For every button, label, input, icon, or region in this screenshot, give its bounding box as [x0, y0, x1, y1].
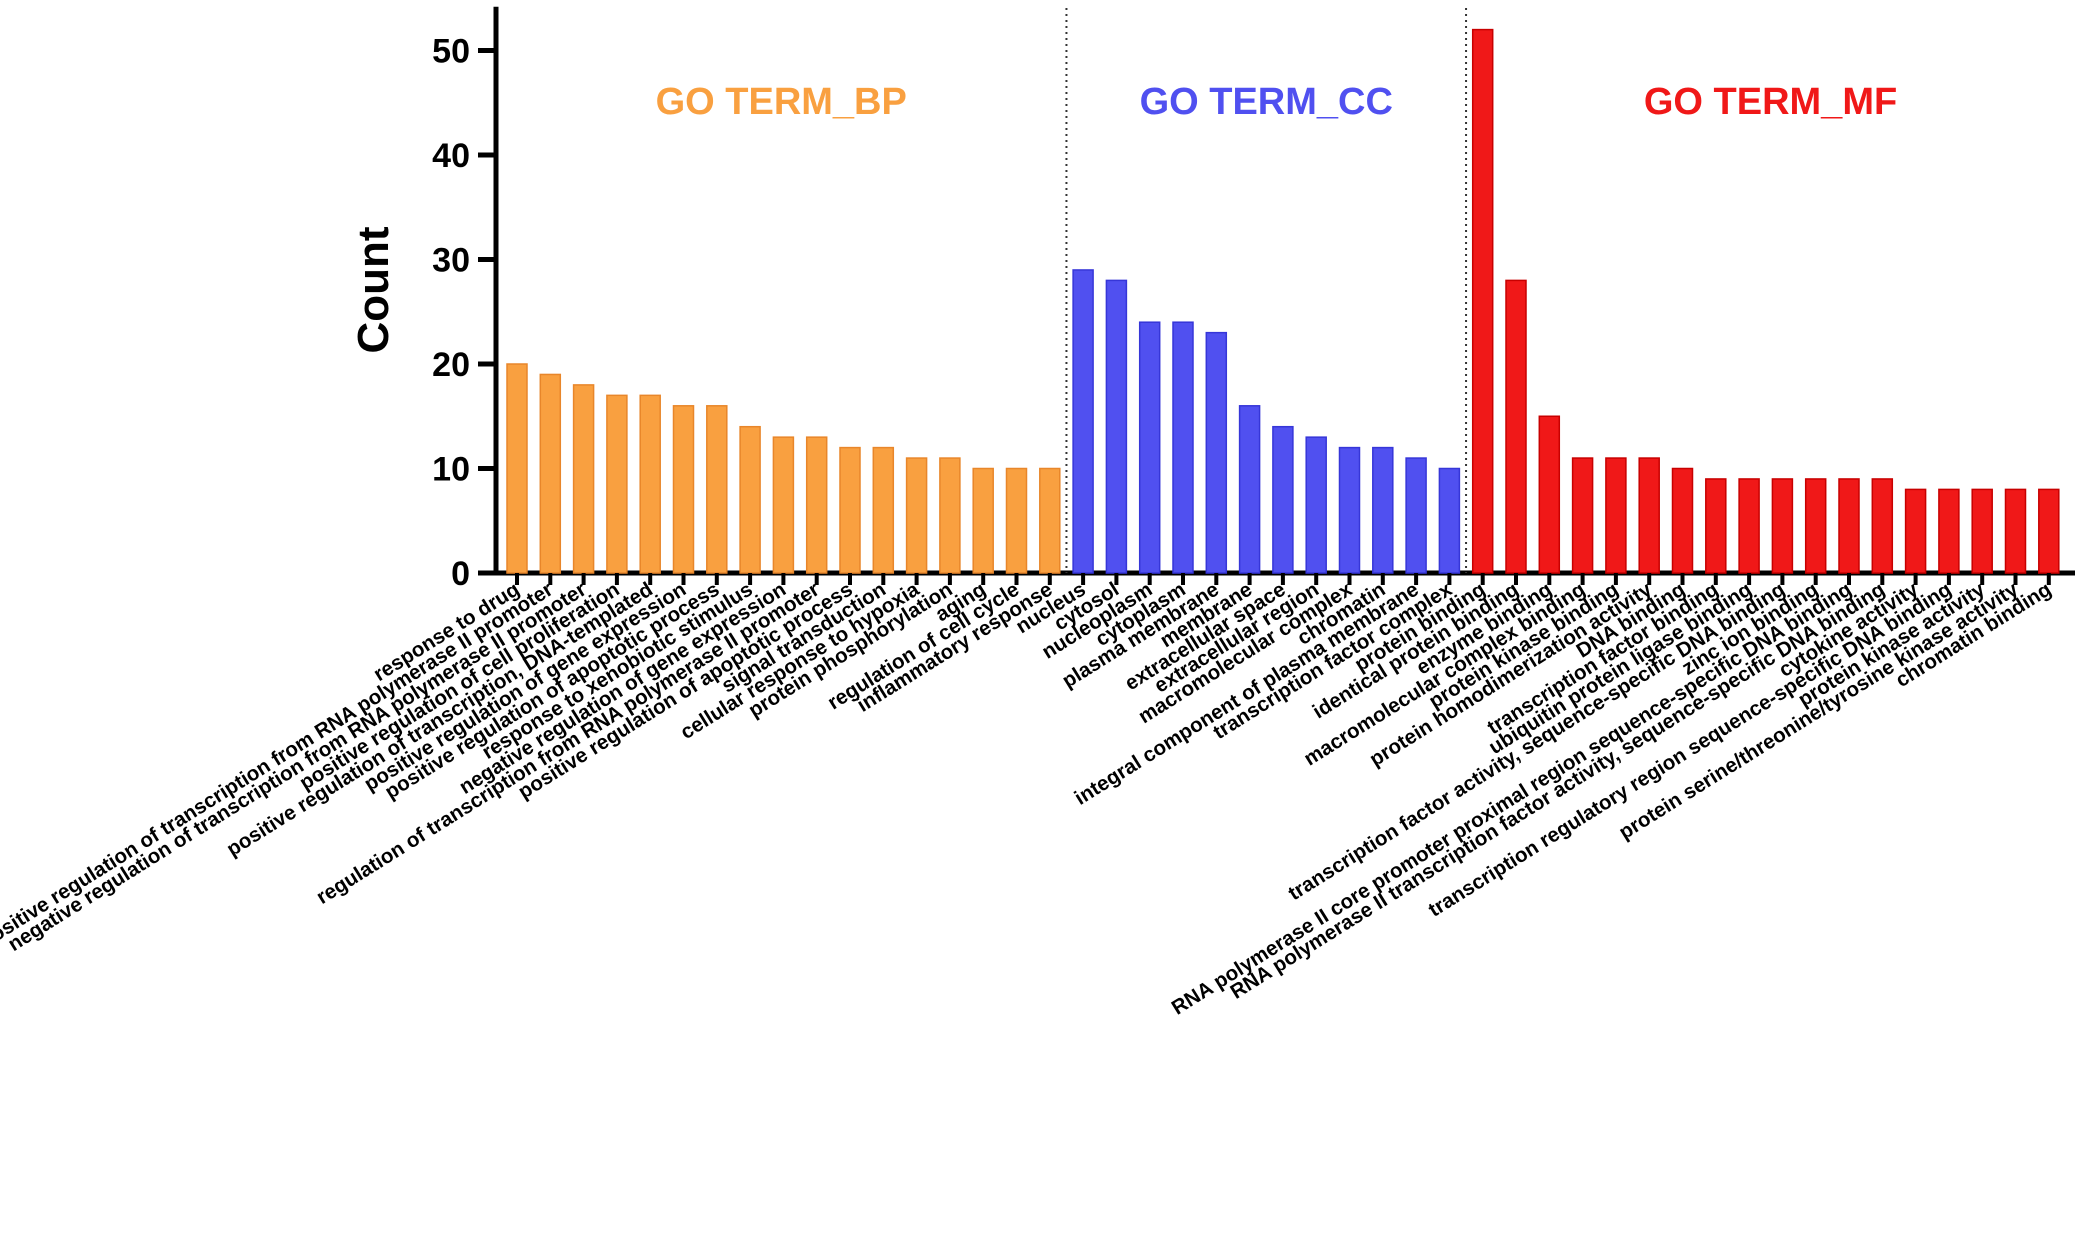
bar: [1039, 467, 1061, 574]
bar: [1005, 467, 1028, 574]
bar: [2004, 488, 2027, 574]
bar: [872, 446, 895, 574]
bar: [805, 436, 828, 574]
bar: [772, 436, 795, 574]
bar: [1172, 321, 1194, 574]
y-tick-label: 30: [432, 242, 470, 280]
bar: [1205, 331, 1228, 574]
bar: [1671, 467, 1694, 574]
bar: [1405, 457, 1427, 574]
bar: [1871, 478, 1894, 574]
bar: [1605, 457, 1627, 574]
bar: [539, 373, 562, 574]
bar: [939, 457, 961, 574]
bar: [1638, 457, 1660, 574]
y-tick-label: 20: [432, 346, 470, 384]
bar: [606, 394, 628, 574]
bar: [672, 405, 695, 574]
bar: [1272, 425, 1294, 574]
bar: [1505, 279, 1527, 574]
bar: [1738, 478, 1760, 574]
bar: [1571, 457, 1594, 574]
y-axis-title: Count: [349, 226, 398, 353]
bar: [1105, 279, 1128, 574]
bar: [1771, 478, 1794, 574]
bar: [1538, 415, 1561, 574]
bar: [739, 425, 761, 574]
y-tick-label: 0: [451, 555, 470, 593]
bar: [1938, 488, 1960, 574]
y-tick-label: 50: [432, 33, 470, 71]
group-title-go-term-mf: GO TERM_MF: [1644, 81, 1897, 123]
bar: [1072, 269, 1094, 574]
bar: [506, 363, 528, 574]
bar: [839, 446, 861, 574]
bar: [1305, 436, 1327, 574]
bar: [2038, 488, 2060, 574]
bar: [1438, 467, 1461, 574]
bar: [1372, 446, 1394, 574]
bar: [1471, 28, 1494, 574]
bar: [1804, 478, 1827, 574]
bar: [572, 384, 595, 574]
bar: [706, 405, 728, 574]
bar: [1338, 446, 1361, 574]
y-tick-label: 10: [432, 451, 470, 489]
bar: [1838, 478, 1860, 574]
group-title-go-term-cc: GO TERM_CC: [1140, 81, 1393, 123]
bar: [639, 394, 661, 574]
bar: [905, 457, 928, 574]
y-tick-label: 40: [432, 137, 470, 175]
group-title-go-term-bp: GO TERM_BP: [656, 81, 907, 123]
bar: [1138, 321, 1161, 574]
bar: [972, 467, 994, 574]
bar: [1238, 405, 1261, 574]
bar: [1705, 478, 1727, 574]
bar: [1904, 488, 1927, 574]
bar: [1971, 488, 1993, 574]
